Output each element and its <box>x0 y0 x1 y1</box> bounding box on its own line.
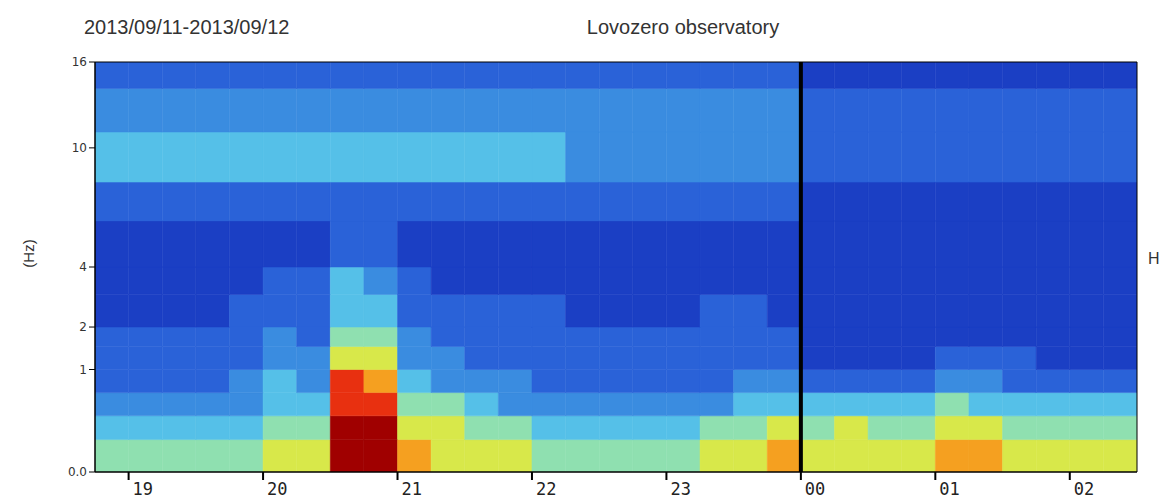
svg-text:20: 20 <box>267 479 287 499</box>
html-text:Lovozero observatory: Lovozero observatory <box>586 16 780 38</box>
svg-text:01: 01 <box>939 479 959 499</box>
svg-text:21: 21 <box>402 479 422 499</box>
svg-text:02: 02 <box>1074 479 1094 499</box>
html-text:2013/09/11-2013/09/12: 2013/09/11-2013/09/12 <box>84 16 290 38</box>
svg-text:10: 10 <box>72 141 87 155</box>
svg-text:1: 1 <box>79 363 87 377</box>
svg-text:19: 19 <box>133 479 153 499</box>
svg-text:23: 23 <box>670 479 690 499</box>
svg-text:0.0: 0.0 <box>68 465 87 479</box>
html-text:H: H <box>1148 250 1160 267</box>
svg-text:2: 2 <box>79 320 87 334</box>
svg-text:4: 4 <box>79 260 87 274</box>
svg-text:16: 16 <box>72 55 87 69</box>
html-text:(Hz): (Hz) <box>19 239 37 268</box>
svg-text:22: 22 <box>536 479 556 499</box>
svg-text:00: 00 <box>805 479 825 499</box>
